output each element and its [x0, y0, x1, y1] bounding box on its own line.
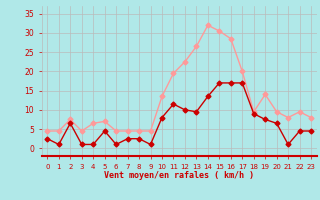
X-axis label: Vent moyen/en rafales ( km/h ): Vent moyen/en rafales ( km/h ) [104, 171, 254, 180]
